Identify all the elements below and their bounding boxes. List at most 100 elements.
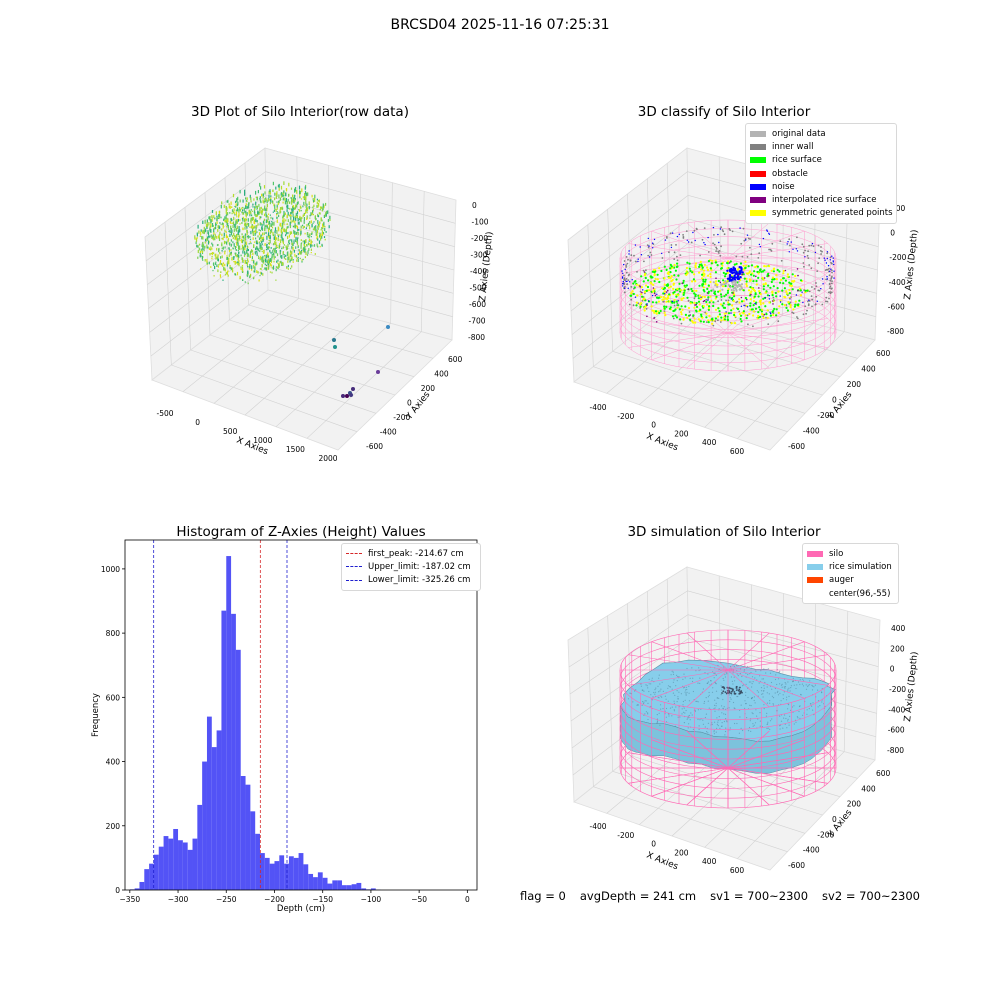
point — [202, 244, 204, 248]
rice-mesh-point — [656, 718, 659, 720]
point-surface — [639, 305, 642, 308]
point-surface — [735, 262, 738, 265]
point — [265, 257, 268, 259]
point-inner-wall — [829, 285, 832, 288]
point — [253, 208, 256, 210]
point — [297, 221, 299, 225]
point — [283, 194, 285, 197]
point — [272, 181, 274, 186]
point-surface — [720, 267, 724, 270]
point-surface — [701, 273, 704, 276]
point — [310, 252, 312, 254]
point — [312, 208, 314, 212]
point — [277, 201, 280, 204]
point-surface — [751, 308, 754, 311]
gridline — [572, 266, 690, 359]
point-surface — [804, 289, 807, 292]
point — [229, 229, 231, 233]
point — [211, 215, 213, 218]
point — [212, 234, 214, 237]
point-noise — [766, 229, 768, 231]
point — [206, 224, 209, 227]
point-surface — [748, 270, 751, 273]
point-surface — [781, 289, 784, 292]
point — [295, 212, 297, 217]
point-inner-wall — [625, 278, 628, 280]
point-noise — [634, 296, 637, 298]
point — [291, 246, 293, 249]
point — [296, 216, 298, 218]
point — [276, 230, 278, 234]
point — [246, 212, 248, 216]
y-tick-label: 0 — [115, 886, 120, 895]
point-surface — [717, 279, 720, 283]
point — [273, 260, 275, 263]
point-surface — [737, 267, 740, 270]
point — [254, 262, 256, 265]
point-inner-wall — [703, 227, 706, 230]
legend-entry: rice simulation — [807, 560, 894, 573]
point — [232, 241, 234, 244]
point-surface — [710, 318, 714, 321]
point-surface — [723, 275, 727, 278]
point — [289, 207, 291, 210]
rice-mesh-point — [682, 711, 685, 713]
rice-mesh-point — [683, 707, 685, 709]
legend-label: interpolated rice surface — [772, 195, 877, 206]
point-inner-wall — [682, 234, 684, 236]
point — [245, 211, 247, 213]
point — [238, 209, 240, 213]
point-surface — [714, 261, 717, 264]
point — [300, 244, 302, 249]
point-surface — [669, 271, 672, 274]
rice-mesh-point — [645, 684, 647, 686]
point — [226, 219, 228, 223]
point — [277, 184, 279, 188]
point — [252, 231, 254, 235]
point — [280, 235, 282, 238]
point-surface — [704, 282, 707, 286]
point — [314, 194, 316, 199]
point — [210, 234, 212, 237]
rice-mesh-point — [777, 678, 780, 680]
rice-mesh-point — [736, 722, 738, 725]
point — [313, 204, 315, 208]
point — [246, 253, 248, 257]
rice-mesh-point — [677, 698, 679, 700]
rice-mesh-point — [766, 712, 768, 714]
point — [300, 243, 302, 246]
point — [228, 205, 230, 209]
point — [244, 221, 246, 223]
point — [329, 219, 331, 221]
point-inner-wall — [735, 255, 738, 258]
point-interpolated — [797, 274, 799, 277]
point — [263, 232, 265, 236]
panel4-ylabel: Y Axies — [826, 808, 855, 841]
rice-mesh-point — [711, 723, 713, 726]
point-surface — [665, 268, 668, 271]
point — [269, 231, 272, 235]
point-noise — [642, 289, 644, 291]
point — [323, 204, 325, 209]
point — [321, 219, 323, 222]
point — [249, 275, 251, 278]
point — [244, 192, 246, 196]
point — [222, 279, 224, 281]
point — [314, 227, 316, 231]
point — [293, 216, 295, 221]
rice-mesh-point — [751, 697, 754, 699]
point — [286, 226, 288, 230]
point-noise — [735, 270, 738, 273]
rice-mesh-point — [790, 687, 792, 689]
point-surface — [725, 312, 728, 315]
point — [235, 200, 237, 203]
point-surface — [685, 284, 689, 287]
rice-mesh-point — [682, 678, 684, 680]
point-surface — [742, 268, 745, 271]
p2-x-tick: 0 — [651, 421, 656, 430]
point-inner-wall — [715, 247, 718, 250]
legend-entry: Upper_limit: -187.02 cm — [346, 560, 476, 573]
point — [235, 228, 238, 232]
histogram-bar — [322, 877, 328, 890]
